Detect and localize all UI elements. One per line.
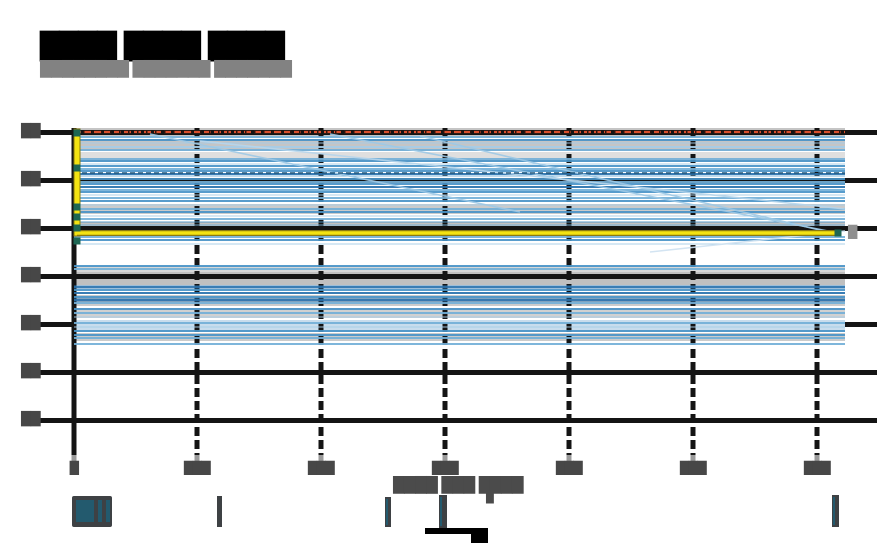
x-tick-label: █: [69, 461, 79, 475]
y-tick-mark: [32, 130, 40, 135]
y-tick-label: ██: [21, 124, 41, 139]
y-tick-mark: [32, 226, 40, 231]
x-axis-label-subscript: █: [486, 493, 494, 504]
figure-title: ████ ████ ████: [40, 32, 285, 62]
footer-black-mark: [425, 528, 488, 534]
h-gridline: [40, 418, 877, 423]
x-tick-mark: [814, 455, 820, 462]
y-tick-mark: [32, 178, 40, 183]
gray-band: [74, 152, 845, 162]
highlight-annotation: █: [848, 225, 858, 239]
highlight-marker: [73, 164, 81, 172]
h-gridline: [40, 178, 877, 183]
footer-bar-mark: [217, 496, 222, 527]
h-gridline: [40, 274, 877, 279]
run-line-diagonal: [419, 135, 829, 233]
highlight-marker: [73, 213, 81, 221]
y-tick-mark: [32, 274, 40, 279]
highlight-marker: [73, 237, 81, 245]
footer-bar-accent: [386, 499, 388, 525]
y-tick-label: ██: [21, 364, 41, 379]
y-tick-label: ██: [21, 220, 41, 235]
h-gridline: [40, 370, 877, 375]
x-tick-label: ███: [803, 461, 831, 475]
x-tick-label: ███: [679, 461, 707, 475]
y-tick-label: ██: [21, 412, 41, 427]
footer-bar-accent: [833, 497, 835, 525]
footer-black-mark: [471, 533, 488, 543]
footer-bar-accent: [440, 497, 442, 526]
x-tick-mark: [71, 455, 77, 462]
highlight-marker: [73, 129, 81, 137]
footer-icon-bar: [76, 500, 94, 522]
highlight-marker: [73, 203, 81, 211]
x-tick-mark: [442, 455, 448, 462]
run-line-diagonal: [199, 140, 846, 210]
x-tick-mark: [194, 455, 200, 462]
h-gridline: [40, 226, 877, 231]
footer-columns-icon: [72, 496, 112, 527]
y-tick-label: ██: [21, 172, 41, 187]
y-tick-mark: [32, 370, 40, 375]
footer-icon-bar: [106, 500, 110, 522]
highlight-marker: [834, 229, 842, 237]
x-tick-mark: [318, 455, 324, 462]
x-tick-label: ███: [183, 461, 211, 475]
figure-subtitle: ████████ ███████ ███████: [40, 60, 292, 78]
y-tick-label: ██: [21, 268, 41, 283]
y-tick-mark: [32, 322, 40, 327]
x-tick-mark: [566, 455, 572, 462]
footer-bar-mark: [385, 497, 391, 527]
x-tick-label: ███: [307, 461, 335, 475]
run-line-diagonal: [329, 133, 829, 232]
highlight-marker: [73, 224, 81, 232]
footer-bar-mark: [439, 495, 447, 528]
y-tick-mark: [32, 418, 40, 423]
y-tick-label: ██: [21, 316, 41, 331]
footer-bar-mark: [832, 495, 839, 527]
x-tick-label: ███: [555, 461, 583, 475]
footer-icon-bar: [98, 500, 102, 522]
x-tick-label: ███: [431, 461, 459, 475]
x-tick-mark: [690, 455, 696, 462]
x-axis-label: ████ ███ ████: [393, 476, 523, 494]
